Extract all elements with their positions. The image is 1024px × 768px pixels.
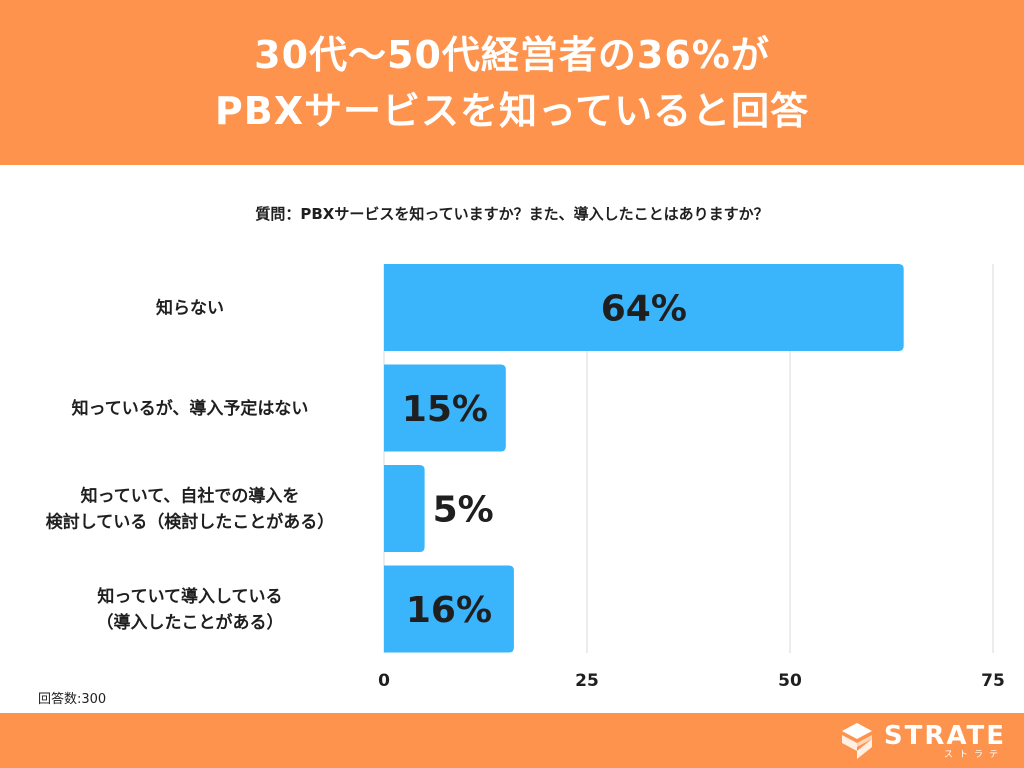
category-label-4-line-1: 知っていて導入している xyxy=(96,586,282,607)
data-label-3: 5% xyxy=(433,490,494,531)
category-label-4-line-2: （導入したことがある） xyxy=(97,612,284,633)
title-banner: 30代〜50代経営者の36%が PBXサービスを知っていると回答 xyxy=(0,0,1024,165)
bar-1 xyxy=(384,264,904,351)
logo-s-icon xyxy=(841,723,872,759)
bar-3 xyxy=(384,465,425,552)
page-title-line-2: PBXサービスを知っていると回答 xyxy=(214,88,810,133)
footer-bar: STRATE ストラテ xyxy=(0,713,1024,768)
survey-question: 質問：PBXサービスを知っていますか？また、導入したことはありますか？ xyxy=(255,205,769,223)
data-label-4: 16% xyxy=(406,590,492,631)
data-label-1: 64% xyxy=(601,289,687,330)
category-label-1: 知らない xyxy=(155,298,224,319)
x-tick-label-25: 25 xyxy=(575,671,599,691)
page-title-line-1: 30代〜50代経営者の36%が xyxy=(254,32,770,77)
x-tick-label-50: 50 xyxy=(778,671,802,691)
bar-4 xyxy=(384,565,514,653)
bar-chart: 0 25 50 75 64% 知らない 15% 知っているが、導入予定はない 5% 知っていて、自… xyxy=(46,264,1005,691)
brand-kana: ストラテ xyxy=(943,750,1004,760)
bar-2 xyxy=(384,364,506,452)
brand-name: STRATE xyxy=(883,721,1006,751)
category-label-3-line-2: 検討している（検討したことがある） xyxy=(46,512,335,533)
brand-logo: STRATE ストラテ xyxy=(838,719,1006,763)
x-tick-label-0: 0 xyxy=(378,671,390,691)
x-tick-label-75: 75 xyxy=(981,671,1005,691)
category-label-2: 知っているが、導入予定はない xyxy=(71,398,309,419)
data-label-2: 15% xyxy=(402,389,488,430)
category-label-3-line-1: 知っていて、自社での導入を xyxy=(80,486,300,507)
respondent-count: 回答数:300 xyxy=(38,692,107,707)
